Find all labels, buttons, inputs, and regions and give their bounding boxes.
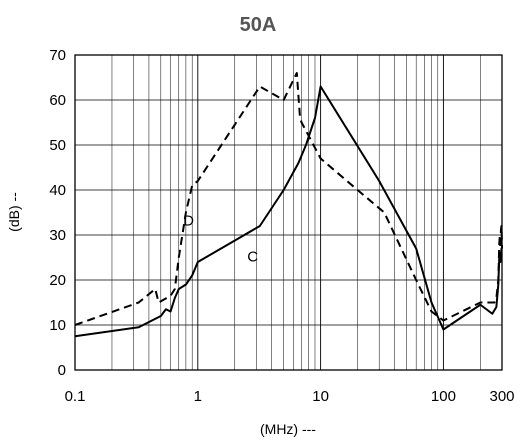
y-tick-label: 70 [49, 47, 66, 64]
x-tick-label: 0.1 [65, 388, 86, 405]
y-tick-label: 60 [49, 92, 66, 109]
x-axis-label: (MHz) --- [260, 421, 316, 437]
y-tick-label: 20 [49, 272, 66, 289]
series-annotation: D [183, 212, 194, 229]
series-annotation: C [247, 248, 258, 265]
annotations: DC [183, 212, 258, 265]
x-tick-label: 300 [489, 388, 514, 405]
x-tick-label: 10 [312, 388, 329, 405]
plot-frame [74, 54, 503, 371]
y-axis-label: (dB) -- [6, 192, 22, 232]
y-tick-label: 10 [49, 317, 66, 334]
chart-title: 50A [240, 14, 277, 36]
x-tick-labels: 0.1 1 10 100 300 [65, 388, 515, 405]
x-tick-label: 100 [431, 388, 456, 405]
grid [74, 54, 503, 371]
series-line-d [74, 72, 503, 326]
y-tick-labels: 0 10 20 30 40 50 60 70 [49, 47, 66, 379]
series-group [74, 72, 503, 338]
series-line-c [74, 85, 503, 338]
y-tick-label: 0 [58, 362, 66, 379]
y-tick-label: 30 [49, 227, 66, 244]
y-tick-label: 40 [49, 182, 66, 199]
y-tick-label: 50 [49, 137, 66, 154]
x-tick-label: 1 [194, 388, 202, 405]
